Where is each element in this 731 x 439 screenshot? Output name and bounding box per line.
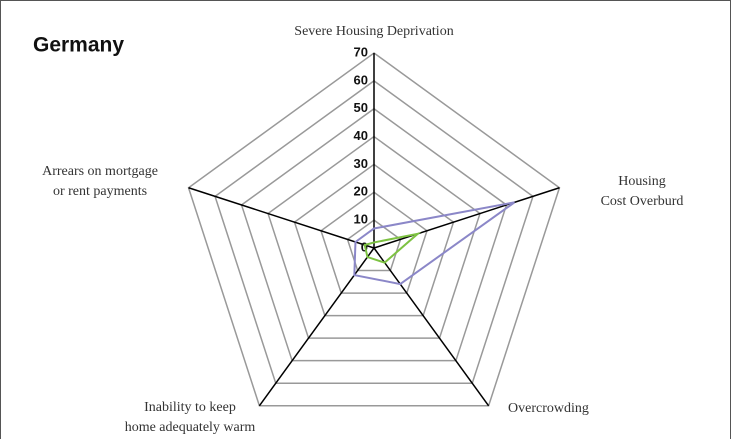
- category-label: Inability to keep: [144, 400, 236, 415]
- chart-title: Germany: [33, 34, 124, 57]
- series-line: [353, 201, 515, 286]
- grid-ring: [187, 52, 561, 407]
- tick-label: 50: [354, 100, 368, 115]
- grid-ring: [214, 79, 534, 384]
- tick-label: 60: [354, 72, 368, 87]
- series-line: [363, 232, 422, 264]
- axis-spoke: [188, 187, 375, 249]
- axis-spoke: [373, 247, 490, 407]
- category-label: or rent payments: [53, 184, 147, 199]
- grid-ring: [346, 219, 402, 272]
- category-label: home adequately warm: [125, 420, 256, 435]
- grid-ring: [293, 163, 455, 317]
- grid-ring: [240, 107, 508, 362]
- tick-label: 40: [354, 128, 368, 143]
- grid-ring: [320, 191, 428, 294]
- axis-spoke: [258, 247, 375, 407]
- grid-ring: [267, 135, 481, 339]
- category-label: Arrears on mortgage: [42, 164, 158, 179]
- axis-spoke: [373, 187, 560, 249]
- tick-label: 30: [354, 156, 368, 171]
- tick-label: 70: [354, 44, 368, 59]
- category-label: Severe Housing Deprivation: [294, 24, 453, 39]
- tick-label: 10: [354, 212, 368, 227]
- tick-label: 20: [354, 184, 368, 199]
- category-label: Overcrowding: [508, 401, 589, 416]
- category-label: Cost Overburd: [601, 194, 684, 209]
- category-label: Housing: [618, 174, 665, 189]
